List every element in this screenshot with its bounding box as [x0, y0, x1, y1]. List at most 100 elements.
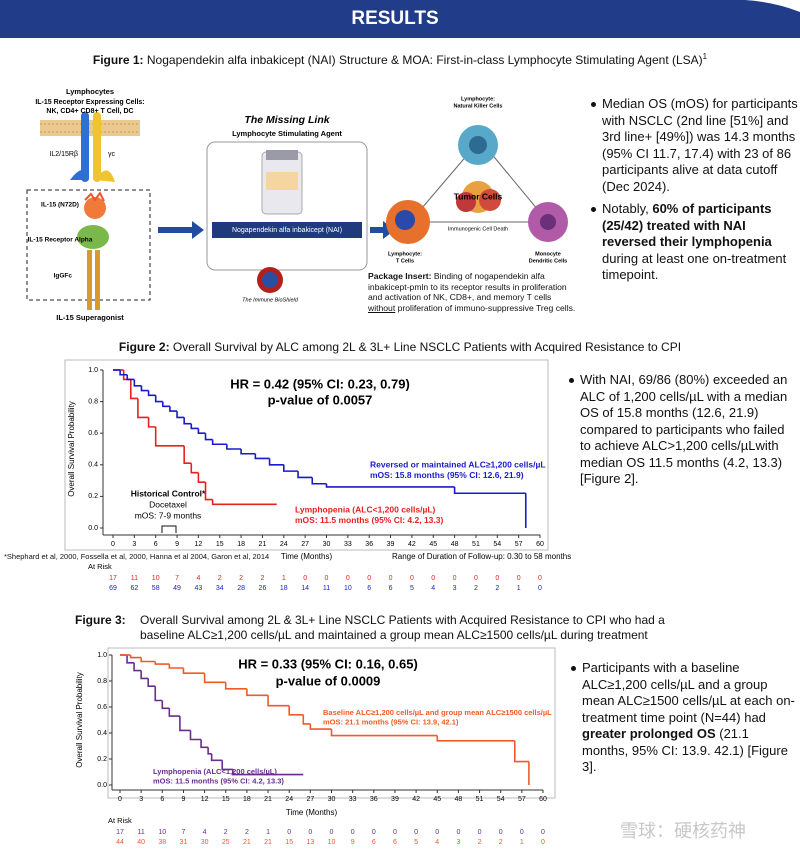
survival-step	[161, 700, 170, 710]
series-sublabel: mOS: 11.5 months (95% CI: 4.2, 13.3)	[295, 515, 444, 525]
diagram-label: IL2/15Rβ	[49, 151, 78, 158]
x-tick-label: 3	[139, 796, 143, 803]
at-risk-count: 0	[303, 575, 307, 582]
survival-step	[189, 730, 202, 741]
at-risk-count: 0	[538, 575, 542, 582]
at-risk-count: 0	[517, 575, 521, 582]
diagram-label: IgGFc	[54, 273, 73, 280]
survival-step	[232, 769, 304, 776]
historical-bracket	[161, 525, 177, 533]
survival-step	[211, 499, 277, 506]
x-tick-label: 3	[132, 541, 136, 548]
series-sublabel: mOS: 21.1 months (95% CI: 13.9, 42.1)	[323, 717, 459, 726]
header-bar	[0, 0, 800, 38]
at-risk-count: 1	[282, 575, 286, 582]
text-run: Binding of nogapendekin alfa inbakicept-…	[368, 271, 567, 302]
survival-step	[176, 411, 185, 419]
at-risk-count: 0	[308, 829, 312, 836]
x-tick-label: 27	[301, 541, 309, 548]
survival-step	[154, 395, 163, 403]
at-risk-count: 0	[389, 575, 393, 582]
x-tick-label: 57	[515, 541, 523, 548]
at-risk-count: 0	[435, 829, 439, 836]
survival-step	[283, 464, 299, 472]
annotation: HR = 0.33 (95% CI: 0.16, 0.65)	[238, 656, 418, 671]
y-tick-label: 1.0	[88, 367, 98, 374]
x-tick-label: 12	[195, 541, 203, 548]
missing-link-subtitle: Lymphocyte Stimulating Agent	[232, 129, 342, 138]
chart-frame	[64, 359, 549, 551]
figure-label: Figure 3:	[75, 613, 126, 627]
text-run: during at least one on-treatment timepoi…	[602, 250, 787, 283]
at-risk-count: 0	[346, 575, 350, 582]
at-risk-count: 11	[131, 575, 138, 582]
x-tick-label: 33	[349, 796, 357, 803]
at-risk-count: 1	[520, 839, 524, 846]
x-tick-label: 15	[216, 541, 224, 548]
bullet-list: With NAI, 69/86 (80%) exceeded an ALC of…	[566, 372, 790, 494]
at-risk-count: 4	[196, 575, 200, 582]
bullet: Median OS (mOS) for participants with NS…	[591, 96, 800, 195]
header-title: RESULTS	[351, 8, 438, 29]
survival-step	[119, 370, 128, 376]
x-tick-label: 21	[259, 541, 267, 548]
at-risk-count: 6	[393, 839, 397, 846]
diagram-label: IL-15 (N72D)	[41, 202, 79, 209]
at-risk-count: 2	[224, 829, 228, 836]
at-risk-count: 2	[499, 839, 503, 846]
at-risk-count: 5	[414, 839, 418, 846]
at-risk-count: 13	[306, 839, 314, 846]
at-risk-count: 1	[517, 585, 521, 592]
survival-step	[168, 664, 184, 669]
x-tick-label: 51	[476, 796, 484, 803]
survival-step	[129, 379, 138, 400]
survival-step	[197, 428, 206, 434]
x-tick-label: 9	[181, 796, 185, 803]
survival-step	[203, 673, 226, 684]
at-risk-count: 17	[109, 575, 117, 582]
diagram-label: IL-15 Superagonist	[56, 313, 124, 322]
y-tick-label: 0.0	[97, 782, 107, 789]
diagram-label: Lymphocytes	[66, 87, 114, 96]
diagram-label: γc	[108, 151, 116, 158]
at-risk-count: 0	[351, 829, 355, 836]
survival-step	[126, 655, 135, 664]
survival-step	[311, 477, 327, 485]
at-risk-count: 34	[216, 585, 224, 592]
at-risk-count: 0	[520, 829, 524, 836]
bullet-list: Participants with a baseline ALC≥1,200 c…	[568, 660, 798, 782]
at-risk-count: 2	[474, 585, 478, 592]
text-run: (21.1 months, 95% CI: 13.9. 42.1) [Figur…	[582, 726, 788, 774]
survival-step	[147, 678, 156, 687]
at-risk-count: 10	[328, 839, 336, 846]
at-risk-count: 2	[218, 575, 222, 582]
text-run: proliferation of immuno-suppressive Treg…	[395, 302, 576, 313]
x-tick-label: 18	[237, 541, 245, 548]
survival-step	[133, 379, 142, 387]
survival-step	[330, 729, 438, 737]
at-risk-count: 7	[175, 575, 179, 582]
at-risk-count: 11	[323, 585, 330, 592]
at-risk-count: 17	[116, 829, 124, 836]
y-tick-label: 0.8	[88, 398, 98, 405]
annotation: p-value of 0.0057	[268, 392, 373, 407]
at-risk-count: 0	[431, 575, 435, 582]
at-risk-count: 0	[325, 575, 329, 582]
y-axis-label: Overall Survival Probability	[75, 672, 84, 768]
at-risk-count: 31	[180, 839, 188, 846]
x-tick-label: 30	[328, 796, 336, 803]
at-risk-count: 28	[237, 585, 245, 592]
survival-step	[126, 374, 135, 381]
at-risk-count: 0	[541, 829, 545, 836]
x-tick-label: 45	[433, 796, 441, 803]
at-risk-count: 9	[351, 839, 355, 846]
bullet: With NAI, 69/86 (80%) exceeded an ALC of…	[569, 372, 790, 488]
text-run: Notably,	[602, 201, 653, 216]
text-run: 60% of participants (25/42) treated with…	[602, 201, 772, 249]
survival-step	[204, 433, 213, 441]
x-tick-label: 6	[160, 796, 164, 803]
x-tick-label: 27	[306, 796, 314, 803]
cell-label: Lymphocyte:	[388, 251, 422, 257]
survival-step	[147, 417, 156, 428]
at-risk-count: 30	[201, 839, 209, 846]
